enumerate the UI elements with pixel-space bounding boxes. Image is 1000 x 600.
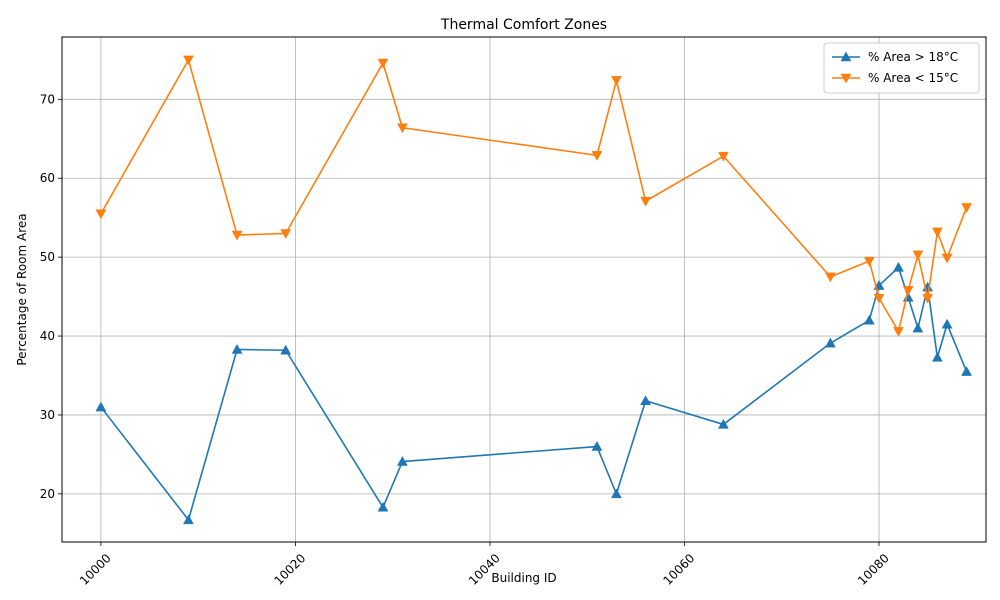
legend-entry: % Area > 18°C bbox=[832, 50, 958, 64]
data-point bbox=[912, 322, 924, 333]
data-point bbox=[610, 76, 622, 86]
legend-label: % Area > 18°C bbox=[868, 50, 958, 64]
data-point bbox=[591, 441, 603, 451]
data-point bbox=[610, 488, 622, 499]
data-point bbox=[377, 501, 389, 512]
data-point bbox=[95, 209, 107, 220]
data-point bbox=[941, 318, 953, 329]
data-point bbox=[931, 227, 943, 238]
data-point bbox=[717, 151, 729, 162]
data-point bbox=[396, 456, 408, 466]
data-point bbox=[231, 230, 243, 241]
y-tick-label: 40 bbox=[40, 329, 55, 343]
series-2 bbox=[95, 55, 972, 337]
x-axis-label: Building ID bbox=[491, 571, 556, 585]
data-point bbox=[280, 344, 292, 355]
y-tick-label: 30 bbox=[40, 408, 55, 422]
plot-frame bbox=[61, 36, 987, 543]
data-point bbox=[183, 55, 194, 66]
legend: % Area > 18°C % Area < 15°C bbox=[823, 42, 980, 94]
data-point bbox=[95, 401, 107, 412]
legend-marker bbox=[840, 51, 852, 62]
y-tick-label: 50 bbox=[40, 250, 55, 264]
series-line bbox=[100, 59, 968, 333]
data-point bbox=[824, 272, 836, 283]
series-layer bbox=[95, 55, 972, 525]
legend-marker bbox=[840, 73, 852, 84]
y-axis-ticks: 20 30 40 50 60 70 bbox=[40, 92, 62, 501]
grid-lines bbox=[62, 37, 986, 542]
legend-box bbox=[823, 42, 980, 94]
data-point bbox=[931, 351, 943, 362]
data-point bbox=[280, 229, 292, 239]
data-point bbox=[640, 196, 652, 207]
data-point bbox=[961, 366, 972, 376]
data-point bbox=[922, 293, 934, 304]
data-point bbox=[902, 286, 914, 296]
data-point bbox=[893, 261, 904, 272]
y-axis-label: Percentage of Room Area bbox=[15, 213, 29, 365]
data-point bbox=[863, 256, 875, 267]
data-point bbox=[231, 343, 243, 354]
data-point bbox=[717, 418, 729, 429]
data-point bbox=[824, 337, 836, 348]
legend-entry: % Area < 15°C bbox=[832, 71, 958, 85]
legend-label: % Area < 15°C bbox=[868, 71, 958, 85]
data-point bbox=[941, 253, 953, 264]
data-point bbox=[640, 395, 652, 406]
data-point bbox=[873, 293, 885, 304]
data-point bbox=[377, 58, 389, 69]
data-point bbox=[912, 250, 924, 261]
y-tick-label: 60 bbox=[40, 171, 55, 185]
chart-title: Thermal Comfort Zones bbox=[440, 17, 607, 33]
y-tick-label: 20 bbox=[40, 487, 55, 501]
y-tick-label: 70 bbox=[40, 92, 55, 106]
data-point bbox=[863, 314, 875, 325]
data-point bbox=[591, 151, 603, 161]
data-point bbox=[961, 203, 972, 213]
data-point bbox=[183, 514, 194, 525]
data-point bbox=[893, 327, 904, 337]
data-point bbox=[396, 123, 408, 134]
